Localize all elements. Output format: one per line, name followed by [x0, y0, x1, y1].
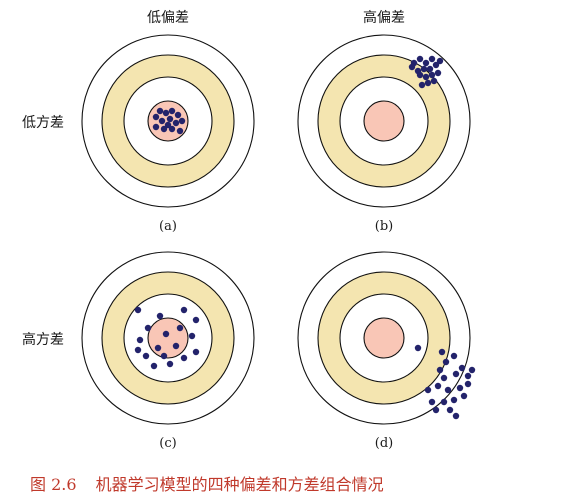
- prediction-dot: [166, 115, 174, 123]
- target-bullseye: [363, 317, 405, 359]
- column-header-high-bias: 高偏差: [363, 9, 405, 26]
- prediction-dot: [172, 119, 180, 127]
- prediction-dot: [428, 55, 436, 63]
- prediction-dot: [440, 374, 448, 382]
- prediction-dot: [440, 398, 448, 406]
- panel-c-label: (c): [159, 436, 176, 451]
- prediction-dot: [450, 396, 458, 404]
- prediction-dot: [158, 117, 166, 125]
- prediction-dot: [424, 386, 432, 394]
- panel-d-label: (d): [375, 436, 393, 451]
- prediction-dot: [152, 113, 160, 121]
- panel-a-label: (a): [159, 219, 177, 234]
- prediction-dot: [154, 344, 162, 352]
- prediction-dot: [150, 362, 158, 370]
- prediction-dot: [176, 127, 184, 135]
- prediction-dot: [452, 412, 460, 420]
- prediction-dot: [156, 312, 164, 320]
- caption-text: 机器学习模型的四种偏差和方差组合情况: [96, 475, 384, 494]
- target-bullseye: [147, 317, 189, 359]
- prediction-dot: [180, 306, 188, 314]
- prediction-dot: [416, 71, 424, 79]
- prediction-dot: [424, 79, 432, 87]
- prediction-dot: [408, 63, 416, 71]
- prediction-dots: [152, 107, 186, 135]
- prediction-dot: [136, 336, 144, 344]
- prediction-dot: [142, 352, 150, 360]
- prediction-dot: [160, 125, 168, 133]
- prediction-dot: [422, 73, 430, 81]
- panel-c: [81, 251, 255, 425]
- prediction-dot: [446, 406, 454, 414]
- prediction-dot: [134, 306, 142, 314]
- prediction-dot: [188, 332, 196, 340]
- prediction-dot: [166, 360, 174, 368]
- prediction-dot: [432, 61, 440, 69]
- prediction-dot: [420, 65, 428, 73]
- prediction-dots: [134, 306, 200, 370]
- prediction-dot: [134, 346, 142, 354]
- prediction-dot: [452, 370, 460, 378]
- prediction-dot: [164, 121, 172, 129]
- prediction-dot: [450, 352, 458, 360]
- prediction-dot: [436, 57, 444, 65]
- row-header-high-variance: 高方差: [22, 331, 64, 348]
- prediction-dot: [442, 358, 450, 366]
- prediction-dot: [176, 324, 184, 332]
- prediction-dot: [428, 398, 436, 406]
- prediction-dot: [430, 77, 438, 85]
- caption-prefix: 图 2.6: [30, 475, 77, 494]
- prediction-dots: [408, 55, 444, 89]
- column-header-low-bias: 低偏差: [147, 10, 189, 26]
- panel-b: [297, 34, 471, 208]
- prediction-dot: [458, 364, 466, 372]
- prediction-dot: [468, 366, 476, 374]
- prediction-dot: [168, 107, 176, 115]
- prediction-dot: [174, 111, 182, 119]
- prediction-dot: [436, 366, 444, 374]
- prediction-dot: [418, 81, 426, 89]
- prediction-dot: [156, 107, 164, 115]
- panel-a: [81, 34, 255, 208]
- prediction-dot: [162, 330, 170, 338]
- prediction-dot: [432, 406, 440, 414]
- prediction-dot: [444, 386, 452, 394]
- figure-caption: 图 2.6 机器学习模型的四种偏差和方差组合情况: [30, 475, 384, 494]
- panel-d: [297, 251, 476, 425]
- prediction-dot: [180, 354, 188, 362]
- prediction-dot: [172, 342, 180, 350]
- prediction-dot: [428, 71, 436, 79]
- target-bullseye: [363, 100, 405, 142]
- row-header-low-variance: 低方差: [22, 115, 64, 131]
- prediction-dot: [456, 384, 464, 392]
- panel-b-label: (b): [375, 219, 393, 234]
- prediction-dot: [168, 125, 176, 133]
- prediction-dot: [434, 382, 442, 390]
- prediction-dot: [152, 123, 160, 131]
- prediction-dot: [426, 65, 434, 73]
- prediction-dot: [162, 109, 170, 117]
- prediction-dot: [434, 69, 442, 77]
- prediction-dot: [160, 352, 168, 360]
- prediction-dot: [144, 324, 152, 332]
- prediction-dot: [460, 392, 468, 400]
- prediction-dot: [422, 59, 430, 67]
- prediction-dot: [416, 55, 424, 63]
- prediction-dot: [438, 348, 446, 356]
- prediction-dots: [414, 344, 476, 420]
- prediction-dot: [414, 344, 422, 352]
- prediction-dot: [464, 380, 472, 388]
- prediction-dot: [178, 117, 186, 125]
- prediction-dot: [192, 348, 200, 356]
- prediction-dot: [464, 372, 472, 380]
- prediction-dot: [192, 316, 200, 324]
